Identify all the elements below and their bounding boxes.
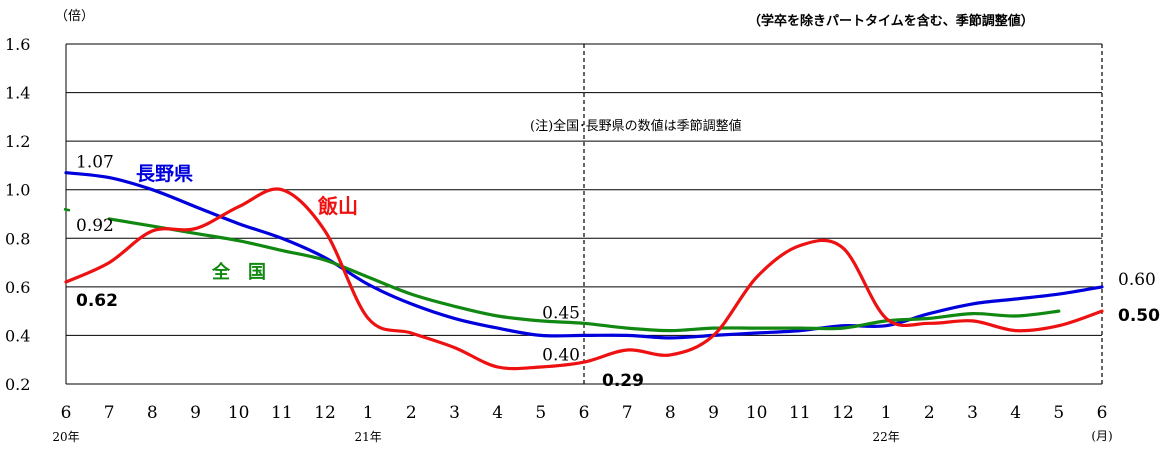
series-line-0 — [64, 171, 1104, 340]
national-left-stub — [63, 207, 71, 212]
x-tick-label-10: 4 — [492, 403, 503, 423]
x-tick-label-15: 9 — [708, 403, 719, 423]
x-unit-label: (月) — [1091, 429, 1112, 443]
series-line-2 — [64, 187, 1104, 371]
x-tick-label-9: 3 — [449, 403, 460, 423]
year-label-1: 21年 — [355, 430, 382, 444]
dashed-guides — [583, 44, 1103, 384]
y-tick-label-5: 1.2 — [5, 132, 30, 151]
unit-label: （倍） — [55, 9, 95, 24]
year-label-2: 22年 — [873, 430, 900, 444]
x-tick-label-14: 8 — [665, 403, 676, 423]
chart-subtitle: （学卒を除きパートタイムを含む、季節調整値） — [748, 14, 1034, 29]
value-label-0: 1.07 — [76, 153, 114, 173]
value-label-5: 0.29 — [602, 371, 644, 391]
value-label-1: 0.92 — [76, 216, 114, 236]
chart-note: (注)全国･長野県の数値は季節調整値 — [530, 118, 742, 134]
x-tick-label-13: 7 — [622, 403, 633, 423]
x-tick-label-0: 6 — [61, 403, 72, 423]
x-tick-label-20: 2 — [924, 403, 935, 423]
series-line-1 — [107, 217, 1061, 333]
x-tick-label-12: 6 — [579, 403, 590, 423]
x-tick-label-7: 1 — [363, 403, 374, 423]
value-label-6: 0.60 — [1118, 270, 1156, 290]
x-tick-label-16: 10 — [746, 403, 768, 423]
series-lines — [63, 171, 1104, 371]
value-label-3: 0.45 — [542, 303, 580, 323]
x-tick-label-4: 10 — [228, 403, 250, 423]
value-label-2: 0.62 — [76, 291, 118, 311]
x-tick-label-21: 3 — [967, 403, 978, 423]
x-tick-label-1: 7 — [104, 403, 115, 423]
y-tick-label-0: 0.2 — [5, 375, 30, 394]
x-tick-label-5: 11 — [271, 403, 293, 423]
x-tick-label-17: 11 — [789, 403, 811, 423]
y-tick-label-3: 0.8 — [5, 229, 30, 248]
y-tick-label-1: 0.4 — [5, 326, 30, 345]
value-label-4: 0.40 — [542, 345, 580, 365]
series-name-1: 全 国 — [211, 261, 266, 283]
x-tick-label-3: 9 — [190, 403, 201, 423]
y-tick-label-2: 0.6 — [5, 278, 30, 297]
axis-labels: 0.20.40.60.81.01.21.41.66 7 8 9 10 11 12 1 2 3 4 5 6… — [5, 35, 1113, 444]
x-tick-label-23: 5 — [1053, 403, 1064, 423]
x-tick-label-18: 12 — [832, 403, 854, 423]
year-label-0: 20年 — [52, 430, 79, 444]
x-tick-label-24: 6 — [1097, 403, 1108, 423]
value-label-7: 0.50 — [1118, 306, 1160, 326]
y-tick-label-7: 1.6 — [5, 35, 30, 54]
series-name-2: 飯山 — [317, 194, 358, 218]
y-tick-label-6: 1.4 — [5, 84, 30, 103]
x-tick-label-22: 4 — [1010, 403, 1021, 423]
x-tick-label-2: 8 — [147, 403, 158, 423]
x-tick-label-11: 5 — [535, 403, 546, 423]
x-tick-label-6: 12 — [314, 403, 336, 423]
y-tick-label-4: 1.0 — [5, 181, 30, 200]
series-name-0: 長野県 — [136, 163, 193, 185]
x-tick-label-19: 1 — [881, 403, 892, 423]
x-tick-label-8: 2 — [406, 403, 417, 423]
